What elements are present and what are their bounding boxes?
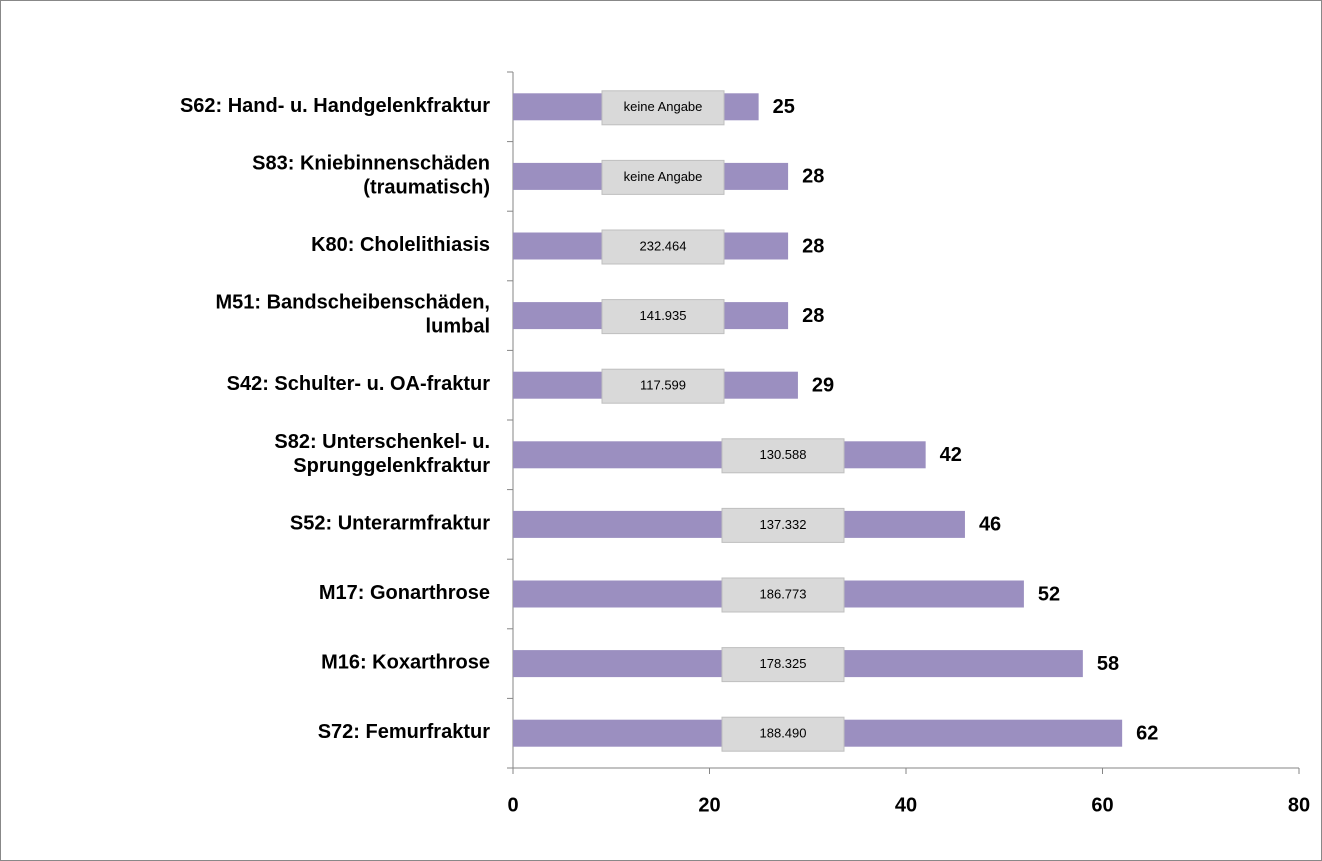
- annotation: keine Angabe: [624, 169, 703, 184]
- annotation-box: [601, 299, 725, 335]
- annotation: 178.325: [760, 656, 807, 671]
- annotation-box: [721, 647, 845, 683]
- value-label: 25: [773, 96, 795, 118]
- annotation-box: [601, 229, 725, 265]
- category-label: S72: Femurfraktur: [318, 721, 490, 743]
- annotation: 188.490: [760, 726, 807, 741]
- x-tick-label: 40: [895, 794, 917, 816]
- value-label: 52: [1038, 583, 1060, 605]
- annotation-box: [721, 577, 845, 613]
- value-label: 28: [802, 305, 824, 327]
- annotation-box: [601, 159, 725, 195]
- category-label: S42: Schulter- u. OA-fraktur: [227, 373, 491, 395]
- annotation: 186.773: [760, 586, 807, 601]
- x-tick-label: 60: [1091, 794, 1113, 816]
- category-label: S52: Unterarmfraktur: [290, 513, 490, 535]
- x-tick-label: 80: [1288, 794, 1310, 816]
- category-label: M17: Gonarthrose: [319, 582, 490, 604]
- annotation-box: [721, 716, 845, 752]
- value-label: 46: [979, 514, 1001, 536]
- annotation-box: [601, 90, 725, 126]
- category-label: M16: Koxarthrose: [321, 652, 490, 674]
- annotation-box: [721, 438, 845, 474]
- category-label: S62: Hand- u. Handgelenkfraktur: [180, 95, 490, 117]
- annotation-box: [601, 368, 725, 404]
- x-tick-label: 0: [507, 794, 518, 816]
- annotation: 141.935: [640, 308, 687, 323]
- value-label: 58: [1097, 653, 1119, 675]
- annotation: 232.464: [640, 238, 687, 253]
- value-label: 28: [802, 166, 824, 188]
- value-label: 28: [802, 235, 824, 257]
- bar: [513, 441, 926, 469]
- category-label: S82: Unterschenkel- u. Sprunggelenkfraktu…: [274, 431, 490, 477]
- annotation: 117.599: [640, 378, 686, 393]
- category-label: K80: Cholelithiasis: [311, 234, 490, 256]
- value-label: 29: [812, 374, 834, 396]
- category-label: S83: Kniebinnenschäden (traumatisch): [252, 153, 490, 199]
- annotation: 130.588: [760, 447, 807, 462]
- annotation-box: [721, 507, 845, 543]
- category-label: M51: Bandscheibenschäden, lumbal: [215, 292, 490, 338]
- annotation: keine Angabe: [624, 99, 703, 114]
- x-tick-label: 20: [698, 794, 720, 816]
- value-label: 42: [940, 444, 962, 466]
- annotation: 137.332: [760, 517, 807, 532]
- value-label: 62: [1136, 722, 1158, 744]
